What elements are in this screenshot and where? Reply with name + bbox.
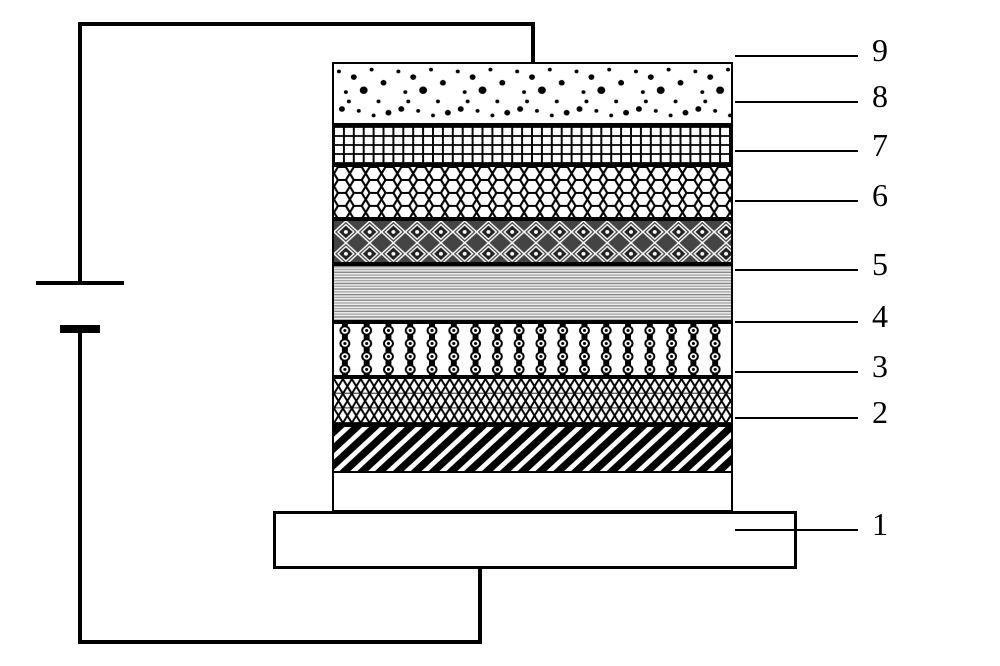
layer-9	[332, 62, 733, 125]
label-7: 7	[872, 127, 888, 164]
leader-3	[735, 371, 858, 373]
label-2: 2	[872, 394, 888, 431]
layer-3	[332, 377, 733, 425]
leader-1	[735, 529, 858, 531]
label-3: 3	[872, 348, 888, 385]
label-5: 5	[872, 246, 888, 283]
leader-2	[735, 417, 858, 419]
leader-7	[735, 150, 858, 152]
layer-2	[332, 425, 733, 473]
layer-6	[332, 219, 733, 264]
stack-side	[332, 473, 733, 512]
label-9: 9	[872, 32, 888, 69]
leader-5	[735, 269, 858, 271]
layer-4	[332, 322, 733, 377]
layer-7	[332, 165, 733, 219]
leader-4	[735, 321, 858, 323]
layer-8	[332, 125, 733, 165]
leader-6	[735, 200, 858, 202]
label-8: 8	[872, 78, 888, 115]
label-6: 6	[872, 177, 888, 214]
leader-9	[735, 55, 858, 57]
label-4: 4	[872, 298, 888, 335]
layer-5	[332, 264, 733, 322]
label-1: 1	[872, 506, 888, 543]
leader-8	[735, 101, 858, 103]
